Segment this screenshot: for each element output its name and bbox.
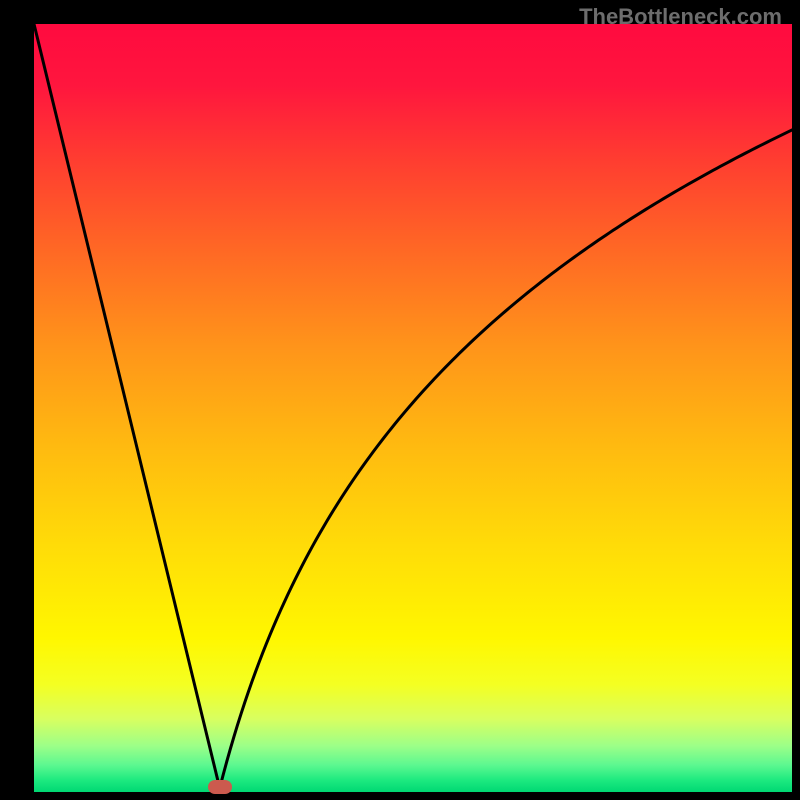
chart-frame: TheBottleneck.com — [0, 0, 800, 800]
optimum-marker — [208, 780, 232, 794]
bottleneck-curve-path — [34, 24, 792, 788]
bottleneck-curve — [34, 24, 792, 792]
plot-area — [34, 24, 792, 792]
